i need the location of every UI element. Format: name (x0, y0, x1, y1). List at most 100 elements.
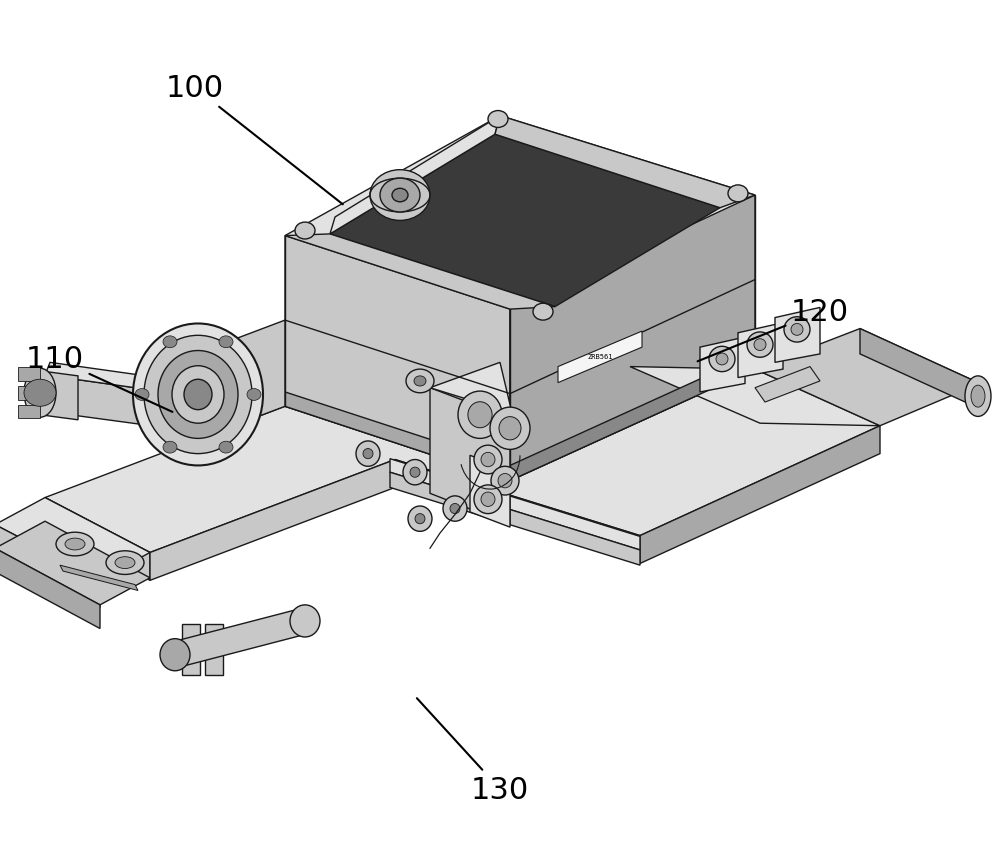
Circle shape (24, 380, 56, 407)
Polygon shape (775, 308, 820, 363)
Circle shape (370, 170, 430, 221)
Circle shape (163, 441, 177, 453)
Ellipse shape (410, 468, 420, 478)
Text: 100: 100 (166, 74, 343, 205)
Polygon shape (395, 460, 640, 564)
Polygon shape (558, 332, 642, 383)
Ellipse shape (115, 557, 135, 569)
Polygon shape (738, 323, 783, 378)
Polygon shape (40, 371, 78, 420)
Text: 120: 120 (698, 298, 849, 362)
Text: ZRB561: ZRB561 (587, 354, 613, 360)
Ellipse shape (160, 639, 190, 671)
Polygon shape (640, 426, 880, 564)
Ellipse shape (481, 452, 495, 468)
Polygon shape (470, 456, 510, 528)
Circle shape (219, 441, 233, 453)
Polygon shape (0, 498, 150, 580)
Ellipse shape (716, 354, 728, 365)
Polygon shape (390, 473, 640, 565)
Ellipse shape (133, 324, 263, 466)
Ellipse shape (971, 386, 985, 408)
Polygon shape (45, 376, 195, 432)
Polygon shape (285, 392, 510, 481)
Polygon shape (45, 370, 880, 553)
Ellipse shape (481, 493, 495, 506)
Circle shape (533, 304, 553, 321)
Ellipse shape (498, 474, 512, 488)
Ellipse shape (474, 485, 502, 514)
Polygon shape (0, 525, 100, 608)
Polygon shape (755, 367, 820, 403)
Polygon shape (860, 329, 980, 409)
Ellipse shape (415, 514, 425, 524)
Polygon shape (495, 116, 755, 208)
Polygon shape (60, 565, 138, 591)
Polygon shape (45, 363, 200, 397)
Polygon shape (45, 498, 150, 581)
Ellipse shape (747, 333, 773, 358)
Ellipse shape (468, 403, 492, 428)
Polygon shape (755, 329, 980, 426)
Ellipse shape (403, 460, 427, 485)
Polygon shape (182, 625, 200, 675)
Ellipse shape (458, 392, 502, 439)
Ellipse shape (754, 339, 766, 351)
Ellipse shape (363, 449, 373, 459)
Ellipse shape (499, 417, 521, 441)
Ellipse shape (172, 366, 224, 424)
Polygon shape (700, 338, 745, 392)
Polygon shape (0, 549, 100, 629)
Polygon shape (285, 235, 555, 310)
Ellipse shape (290, 605, 320, 637)
Ellipse shape (106, 551, 144, 575)
Ellipse shape (408, 506, 432, 532)
Ellipse shape (965, 376, 991, 417)
Ellipse shape (443, 496, 467, 522)
Ellipse shape (24, 369, 56, 418)
Ellipse shape (491, 467, 519, 495)
Ellipse shape (490, 408, 530, 450)
Polygon shape (285, 236, 510, 481)
Ellipse shape (356, 441, 380, 467)
Polygon shape (510, 354, 755, 481)
Ellipse shape (56, 533, 94, 556)
Ellipse shape (184, 380, 212, 410)
Circle shape (392, 189, 408, 203)
Ellipse shape (784, 317, 810, 343)
Ellipse shape (791, 324, 803, 336)
Polygon shape (200, 321, 285, 439)
Polygon shape (0, 522, 150, 605)
Polygon shape (18, 387, 40, 400)
Ellipse shape (450, 504, 460, 514)
Circle shape (163, 337, 177, 349)
Circle shape (295, 223, 315, 240)
Circle shape (488, 111, 508, 128)
Ellipse shape (709, 347, 735, 372)
Polygon shape (18, 405, 40, 419)
Ellipse shape (474, 446, 502, 474)
Circle shape (380, 179, 420, 213)
Ellipse shape (144, 336, 252, 454)
Text: 130: 130 (417, 698, 529, 803)
Polygon shape (390, 459, 640, 550)
Polygon shape (175, 608, 305, 668)
Circle shape (414, 376, 426, 387)
Polygon shape (18, 368, 40, 381)
Polygon shape (150, 460, 395, 581)
Ellipse shape (65, 538, 85, 550)
Circle shape (406, 370, 434, 393)
Polygon shape (205, 625, 223, 675)
Polygon shape (330, 135, 720, 307)
Ellipse shape (158, 351, 238, 439)
Polygon shape (630, 367, 880, 426)
Polygon shape (430, 388, 510, 525)
Circle shape (219, 337, 233, 349)
Polygon shape (430, 363, 512, 414)
Circle shape (728, 186, 748, 203)
Polygon shape (285, 116, 755, 316)
Text: 110: 110 (26, 344, 172, 413)
Circle shape (135, 389, 149, 401)
Polygon shape (510, 196, 755, 481)
Circle shape (247, 389, 261, 401)
